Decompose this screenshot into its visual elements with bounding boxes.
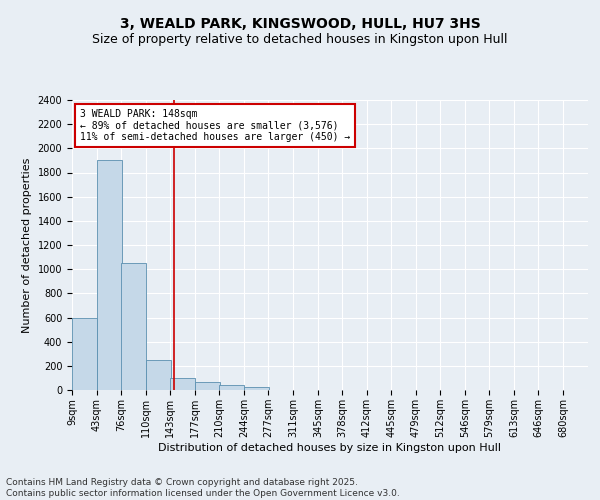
Bar [195,382,220,390]
Bar [244,387,269,390]
Text: Contains HM Land Registry data © Crown copyright and database right 2025.
Contai: Contains HM Land Registry data © Crown c… [6,478,400,498]
X-axis label: Distribution of detached houses by size in Kingston upon Hull: Distribution of detached houses by size … [158,442,502,452]
Text: 3 WEALD PARK: 148sqm
← 89% of detached houses are smaller (3,576)
11% of semi-de: 3 WEALD PARK: 148sqm ← 89% of detached h… [80,108,350,142]
Bar [72,318,97,390]
Bar [121,263,146,390]
Bar [170,378,195,390]
Bar [146,360,171,390]
Bar [97,160,122,390]
Y-axis label: Number of detached properties: Number of detached properties [22,158,32,332]
Text: Size of property relative to detached houses in Kingston upon Hull: Size of property relative to detached ho… [92,32,508,46]
Text: 3, WEALD PARK, KINGSWOOD, HULL, HU7 3HS: 3, WEALD PARK, KINGSWOOD, HULL, HU7 3HS [119,18,481,32]
Bar [219,385,244,390]
